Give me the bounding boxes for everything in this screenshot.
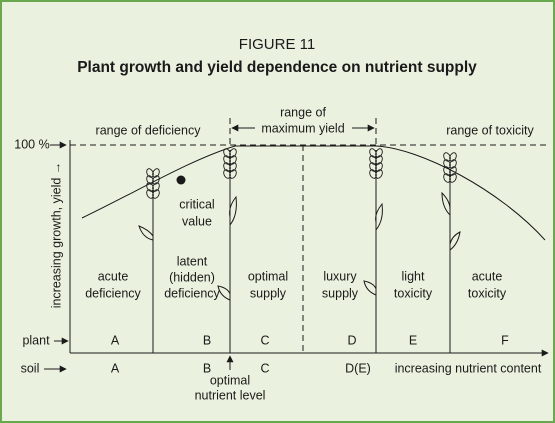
y-axis-label: increasing growth, yield → — [49, 162, 63, 309]
plant-part — [223, 169, 231, 179]
zone-label: optimal — [248, 269, 288, 283]
figure-label: FIGURE 11 — [239, 36, 315, 53]
plant-part — [363, 280, 377, 296]
soil-letter: D(E) — [345, 361, 371, 375]
optimal-label: nutrient level — [195, 388, 266, 402]
range-label: range of toxicity — [446, 123, 534, 137]
plant-icons — [138, 148, 461, 301]
title: Plant growth and yield dependence on nut… — [77, 59, 477, 76]
range-label: range of — [280, 105, 326, 119]
zone-label: light — [402, 269, 425, 283]
plant-part — [138, 225, 154, 241]
plant-part — [146, 189, 154, 199]
yield-curve — [81, 145, 546, 241]
zone-label: toxicity — [394, 286, 433, 300]
plant-letter: A — [111, 333, 120, 347]
zone-label: supply — [322, 286, 359, 300]
row-label: plant — [22, 333, 50, 347]
plant-part — [229, 195, 237, 226]
plant-part — [152, 189, 160, 199]
soil-letter: A — [111, 361, 120, 375]
zone-label: deficiency — [85, 286, 141, 300]
plant-part — [229, 169, 237, 179]
zone-label: deficiency — [164, 286, 220, 300]
y-ref: 100 % — [14, 137, 49, 151]
plant-part — [443, 173, 451, 183]
zone-label: latent — [177, 254, 208, 268]
plant-part — [441, 191, 451, 216]
plant-letter: E — [409, 333, 417, 347]
critical-point — [176, 175, 186, 185]
plant-letter: C — [260, 333, 269, 347]
zone-label: luxury — [323, 269, 357, 283]
range-label: maximum yield — [261, 121, 344, 135]
zone-label: (hidden) — [169, 270, 215, 284]
plant-part — [449, 173, 457, 183]
optimal-label: optimal — [210, 373, 250, 387]
plant-part — [375, 169, 383, 179]
plant-letter: B — [203, 333, 211, 347]
plant-letter: D — [347, 333, 356, 347]
zone-label: supply — [250, 286, 287, 300]
axis-label: increasing nutrient content — [395, 361, 542, 375]
range-label: range of deficiency — [96, 123, 202, 137]
plant-part — [369, 169, 377, 179]
plant-part — [449, 231, 461, 251]
row-label: soil — [21, 361, 40, 375]
plant-letter: F — [501, 333, 509, 347]
soil-letter: B — [203, 361, 211, 375]
plant-part — [375, 202, 383, 231]
soil-letter: C — [260, 361, 269, 375]
zone-label: acute — [98, 269, 129, 283]
critical-label: critical — [179, 197, 214, 211]
zone-label: acute — [472, 269, 503, 283]
zone-label: toxicity — [468, 286, 507, 300]
plant-part — [217, 285, 231, 301]
critical-label: value — [182, 214, 212, 228]
